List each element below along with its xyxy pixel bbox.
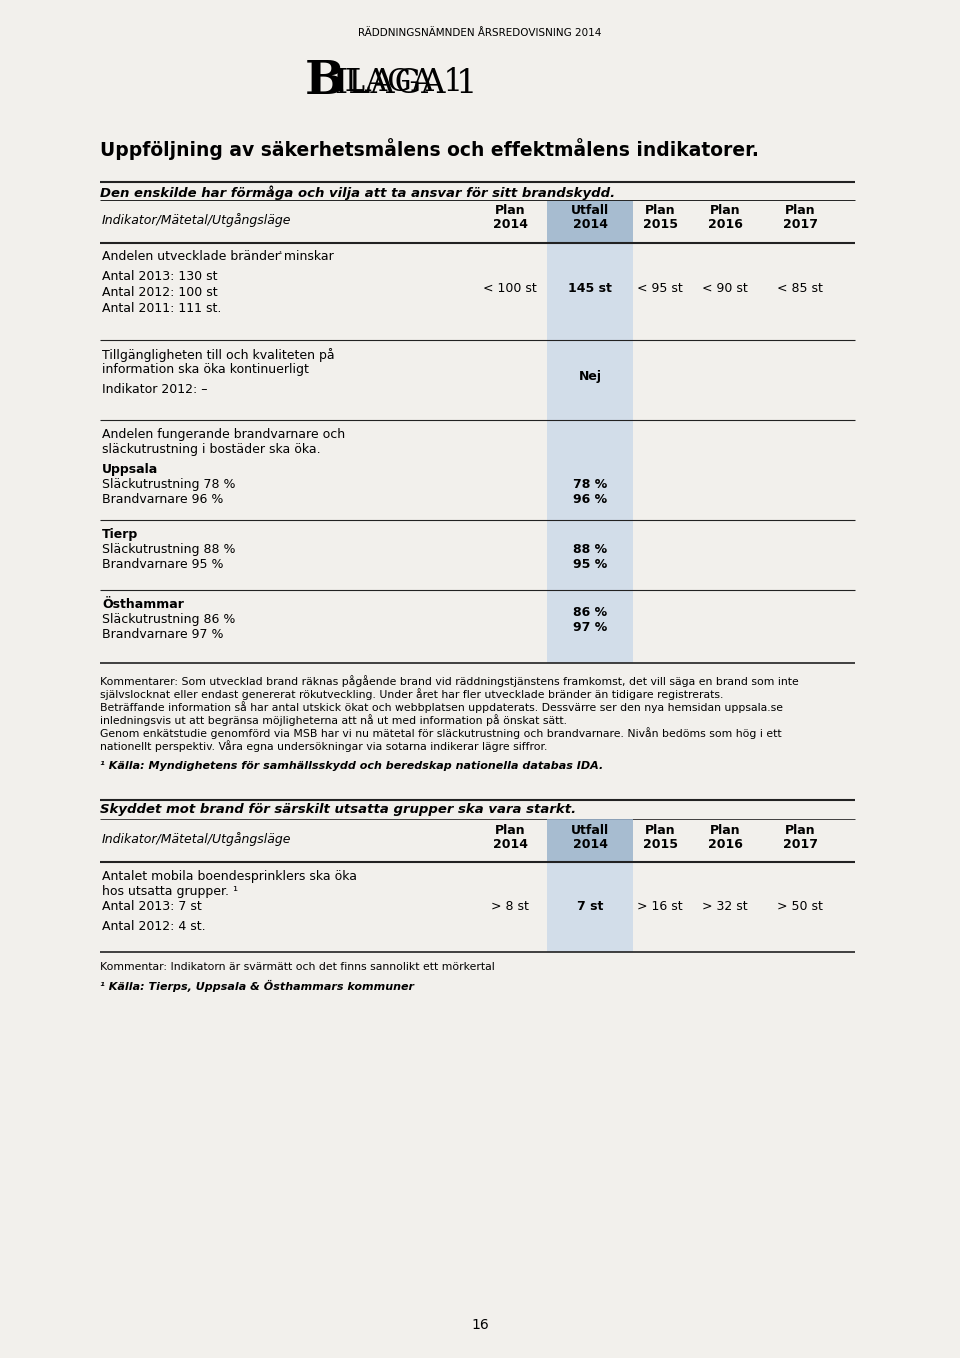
Text: Släckutrustning 88 %: Släckutrustning 88 % (102, 543, 235, 555)
Text: Plan: Plan (709, 824, 740, 837)
Text: ¹: ¹ (278, 250, 282, 259)
Text: > 16 st: > 16 st (637, 900, 683, 913)
Bar (547, 819, 633, 862)
Text: Indikator/Mätetal/Utgångsläge: Indikator/Mätetal/Utgångsläge (102, 832, 292, 846)
Text: Brandvarnare 95 %: Brandvarnare 95 % (102, 558, 224, 570)
Text: 2014: 2014 (492, 838, 527, 851)
Text: nationellt perspektiv. Våra egna undersökningar via sotarna indikerar lägre siff: nationellt perspektiv. Våra egna undersö… (100, 740, 547, 752)
Text: självslocknat eller endast genererat rökutveckling. Under året har fler utveckla: självslocknat eller endast genererat rök… (100, 689, 724, 699)
Text: 2015: 2015 (642, 838, 678, 851)
Text: Plan: Plan (645, 824, 675, 837)
Text: inledningsvis ut att begränsa möjligheterna att nå ut med information på önskat : inledningsvis ut att begränsa möjlighete… (100, 714, 567, 727)
Text: Antal 2011: 111 st.: Antal 2011: 111 st. (102, 301, 222, 315)
Text: släckutrustning i bostäder ska öka.: släckutrustning i bostäder ska öka. (102, 443, 321, 456)
Text: ¹ Källa: Myndighetens för samhällsskydd och beredskap nationella databas IDA.: ¹ Källa: Myndighetens för samhällsskydd … (100, 760, 603, 771)
Text: Plan: Plan (784, 204, 815, 217)
Text: Släckutrustning 86 %: Släckutrustning 86 % (102, 612, 235, 626)
Text: Genom enkätstudie genomförd via MSB har vi nu mätetal för släckutrustning och br: Genom enkätstudie genomförd via MSB har … (100, 727, 781, 739)
Bar (547, 201, 633, 243)
Text: < 90 st: < 90 st (702, 282, 748, 295)
Text: Utfall: Utfall (571, 204, 609, 217)
Text: Uppföljning av säkerhetsmålens och effektmålens indikatorer.: Uppföljning av säkerhetsmålens och effek… (100, 139, 758, 160)
Text: < 85 st: < 85 st (777, 282, 823, 295)
Bar (547, 589, 633, 663)
Text: ¹ Källa: Tierps, Uppsala & Östhammars kommuner: ¹ Källa: Tierps, Uppsala & Östhammars ko… (100, 980, 414, 993)
Text: Plan: Plan (645, 204, 675, 217)
Text: Utfall: Utfall (571, 824, 609, 837)
Bar (547, 340, 633, 420)
Bar (547, 420, 633, 520)
Text: 2016: 2016 (708, 219, 742, 231)
Text: Plan: Plan (709, 204, 740, 217)
Text: ILAGA 1: ILAGA 1 (335, 68, 477, 100)
Text: > 32 st: > 32 st (702, 900, 748, 913)
Text: 145 st: 145 st (568, 282, 612, 295)
Text: Nej: Nej (579, 369, 602, 383)
Text: information ska öka kontinuerligt: information ska öka kontinuerligt (102, 363, 309, 376)
Bar (547, 520, 633, 589)
Text: Kommentar: Indikatorn är svärmätt och det finns sannolikt ett mörkertal: Kommentar: Indikatorn är svärmätt och de… (100, 961, 494, 972)
Text: 2014: 2014 (492, 219, 527, 231)
Text: Antal 2013: 130 st: Antal 2013: 130 st (102, 270, 218, 282)
Text: Antal 2012: 4 st.: Antal 2012: 4 st. (102, 919, 205, 933)
Bar (547, 862, 633, 952)
Text: Skyddet mot brand för särskilt utsatta grupper ska vara starkt.: Skyddet mot brand för särskilt utsatta g… (100, 803, 576, 816)
Bar (547, 243, 633, 340)
Text: 2016: 2016 (708, 838, 742, 851)
Text: Antal 2012: 100 st: Antal 2012: 100 st (102, 287, 218, 299)
Text: hos utsatta grupper. ¹: hos utsatta grupper. ¹ (102, 885, 238, 898)
Text: Brandvarnare 96 %: Brandvarnare 96 % (102, 493, 224, 507)
Text: 88 %: 88 % (573, 543, 607, 555)
Text: RÄDDNINGSNÄMNDEN ÅRSREDOVISNING 2014: RÄDDNINGSNÄMNDEN ÅRSREDOVISNING 2014 (358, 29, 602, 38)
Text: 97 %: 97 % (573, 621, 607, 634)
Text: Antal 2013: 7 st: Antal 2013: 7 st (102, 900, 202, 913)
Text: Indikator/Mätetal/Utgångsläge: Indikator/Mätetal/Utgångsläge (102, 213, 292, 227)
Text: Beträffande information så har antal utskick ökat och webbplatsen uppdaterats. D: Beträffande information så har antal uts… (100, 701, 783, 713)
Text: Antalet mobila boendesprinklers ska öka: Antalet mobila boendesprinklers ska öka (102, 870, 357, 883)
Text: Släckutrustning 78 %: Släckutrustning 78 % (102, 478, 235, 492)
Text: 95 %: 95 % (573, 558, 607, 570)
Text: Plan: Plan (494, 204, 525, 217)
Text: Den enskilde har förmåga och vilja att ta ansvar för sitt brandskydd.: Den enskilde har förmåga och vilja att t… (100, 185, 615, 200)
Text: 2017: 2017 (782, 219, 818, 231)
Text: Brandvarnare 97 %: Brandvarnare 97 % (102, 627, 224, 641)
Text: > 50 st: > 50 st (777, 900, 823, 913)
Text: Plan: Plan (784, 824, 815, 837)
Text: Östhammar: Östhammar (102, 598, 184, 611)
Text: < 95 st: < 95 st (637, 282, 683, 295)
Text: 2014: 2014 (572, 838, 608, 851)
Text: 2014: 2014 (572, 219, 608, 231)
Text: < 100 st: < 100 st (483, 282, 537, 295)
Text: Plan: Plan (494, 824, 525, 837)
Text: Indikator 2012: –: Indikator 2012: – (102, 383, 207, 397)
Text: Andelen fungerande brandvarnare och: Andelen fungerande brandvarnare och (102, 428, 346, 441)
Text: 96 %: 96 % (573, 493, 607, 507)
Text: Tillgängligheten till och kvaliteten på: Tillgängligheten till och kvaliteten på (102, 348, 335, 363)
Text: Uppsala: Uppsala (102, 463, 158, 477)
Text: Tierp: Tierp (102, 528, 138, 540)
Text: B: B (305, 58, 345, 105)
Text: 2017: 2017 (782, 838, 818, 851)
Text: ILAGA 1: ILAGA 1 (333, 67, 463, 98)
Text: 16: 16 (471, 1319, 489, 1332)
Text: > 8 st: > 8 st (492, 900, 529, 913)
Text: Andelen utvecklade bränder minskar: Andelen utvecklade bränder minskar (102, 250, 338, 263)
Text: 2015: 2015 (642, 219, 678, 231)
Text: 7 st: 7 st (577, 900, 603, 913)
Text: 78 %: 78 % (573, 478, 607, 492)
Text: 86 %: 86 % (573, 606, 607, 619)
Text: Kommentarer: Som utvecklad brand räknas pågående brand vid räddningstjänstens fr: Kommentarer: Som utvecklad brand räknas … (100, 675, 799, 687)
